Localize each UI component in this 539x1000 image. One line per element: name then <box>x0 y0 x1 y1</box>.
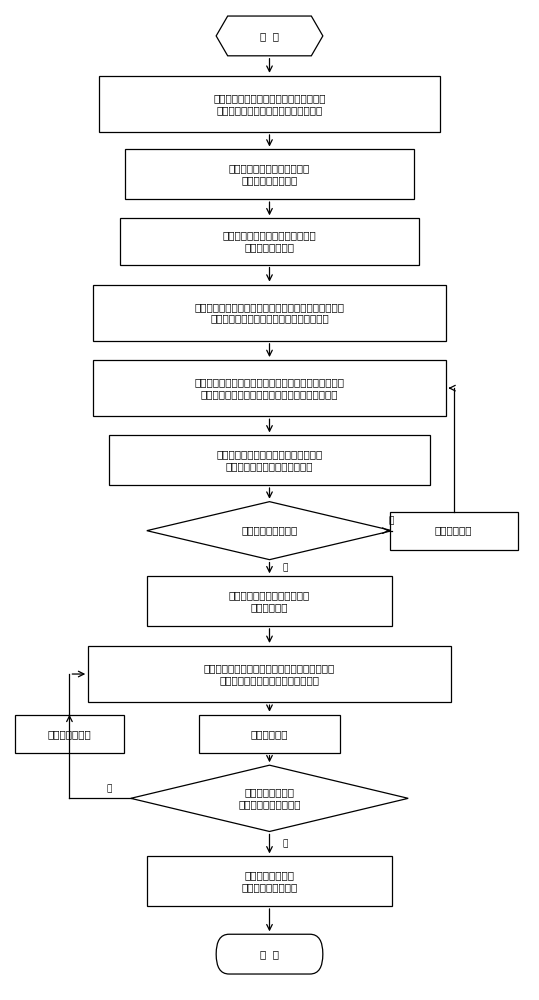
FancyBboxPatch shape <box>390 512 517 550</box>
FancyBboxPatch shape <box>93 360 446 416</box>
Text: 提取功能磁共振图像中不同标准分
区对应的时间序列: 提取功能磁共振图像中不同标准分 区对应的时间序列 <box>223 231 316 252</box>
Text: 是: 是 <box>283 839 288 848</box>
Text: 输出大脑功能网络
各社团的成员中心点: 输出大脑功能网络 各社团的成员中心点 <box>241 870 298 892</box>
Text: 改变训练次数: 改变训练次数 <box>435 526 472 536</box>
FancyBboxPatch shape <box>99 76 440 132</box>
FancyBboxPatch shape <box>126 149 413 199</box>
Polygon shape <box>216 16 323 56</box>
FancyBboxPatch shape <box>15 715 124 753</box>
Polygon shape <box>131 765 408 831</box>
FancyBboxPatch shape <box>88 646 451 702</box>
Text: 修正隶属度矩阵: 修正隶属度矩阵 <box>47 729 91 739</box>
FancyBboxPatch shape <box>147 856 392 906</box>
Text: 连接权值是否稳定？: 连接权值是否稳定？ <box>241 526 298 536</box>
Text: 结  束: 结 束 <box>260 949 279 959</box>
Text: 视为收敛，得出社团数目和社
团中心点的值: 视为收敛，得出社团数目和社 团中心点的值 <box>229 590 310 612</box>
Text: 采用标准化分区模板将核磁图
像划为若干大脑区域: 采用标准化分区模板将核磁图 像划为若干大脑区域 <box>229 164 310 185</box>
FancyBboxPatch shape <box>147 576 392 626</box>
Text: 计算目标函数: 计算目标函数 <box>251 729 288 739</box>
Text: 是: 是 <box>283 563 288 572</box>
FancyBboxPatch shape <box>109 435 430 485</box>
Text: 否: 否 <box>388 516 393 525</box>
FancyBboxPatch shape <box>93 285 446 341</box>
Text: 定义最优节点及其邻域，将邻域各个节
点对应的权值向量向节点值逼近: 定义最优节点及其邻域，将邻域各个节 点对应的权值向量向节点值逼近 <box>216 449 323 471</box>
Text: 目标函数小于阈值
（改变量小于阈值）？: 目标函数小于阈值 （改变量小于阈值）？ <box>238 788 301 809</box>
FancyBboxPatch shape <box>199 715 340 753</box>
Text: 用组分析结果表示网络中所有节点的值，计算两两脑区
间的相关系数，得到归一化的相关系数矩阵: 用组分析结果表示网络中所有节点的值，计算两两脑区 间的相关系数，得到归一化的相关… <box>195 302 344 324</box>
Text: 用二维隶属度矩阵定义社团中心点与成员之间的
关系，重新确定每个社团中心点的值: 用二维隶属度矩阵定义社团中心点与成员之间的 关系，重新确定每个社团中心点的值 <box>204 663 335 685</box>
FancyBboxPatch shape <box>120 218 419 265</box>
Text: 否: 否 <box>107 784 112 793</box>
Text: 将相关矩阵中元素作为连接网络输入节点到输出节点的
权值向量初始值，求与节点值距离最小的连接权值: 将相关矩阵中元素作为连接网络输入节点到输出节点的 权值向量初始值，求与节点值距离… <box>195 377 344 399</box>
Polygon shape <box>147 502 392 560</box>
Text: 开  始: 开 始 <box>260 31 279 41</box>
Text: 对大脑磁共振图像进行格式转换以及时间
矫正、头动矫正、空间标准化等预处理: 对大脑磁共振图像进行格式转换以及时间 矫正、头动矫正、空间标准化等预处理 <box>213 93 326 115</box>
FancyBboxPatch shape <box>216 934 323 974</box>
